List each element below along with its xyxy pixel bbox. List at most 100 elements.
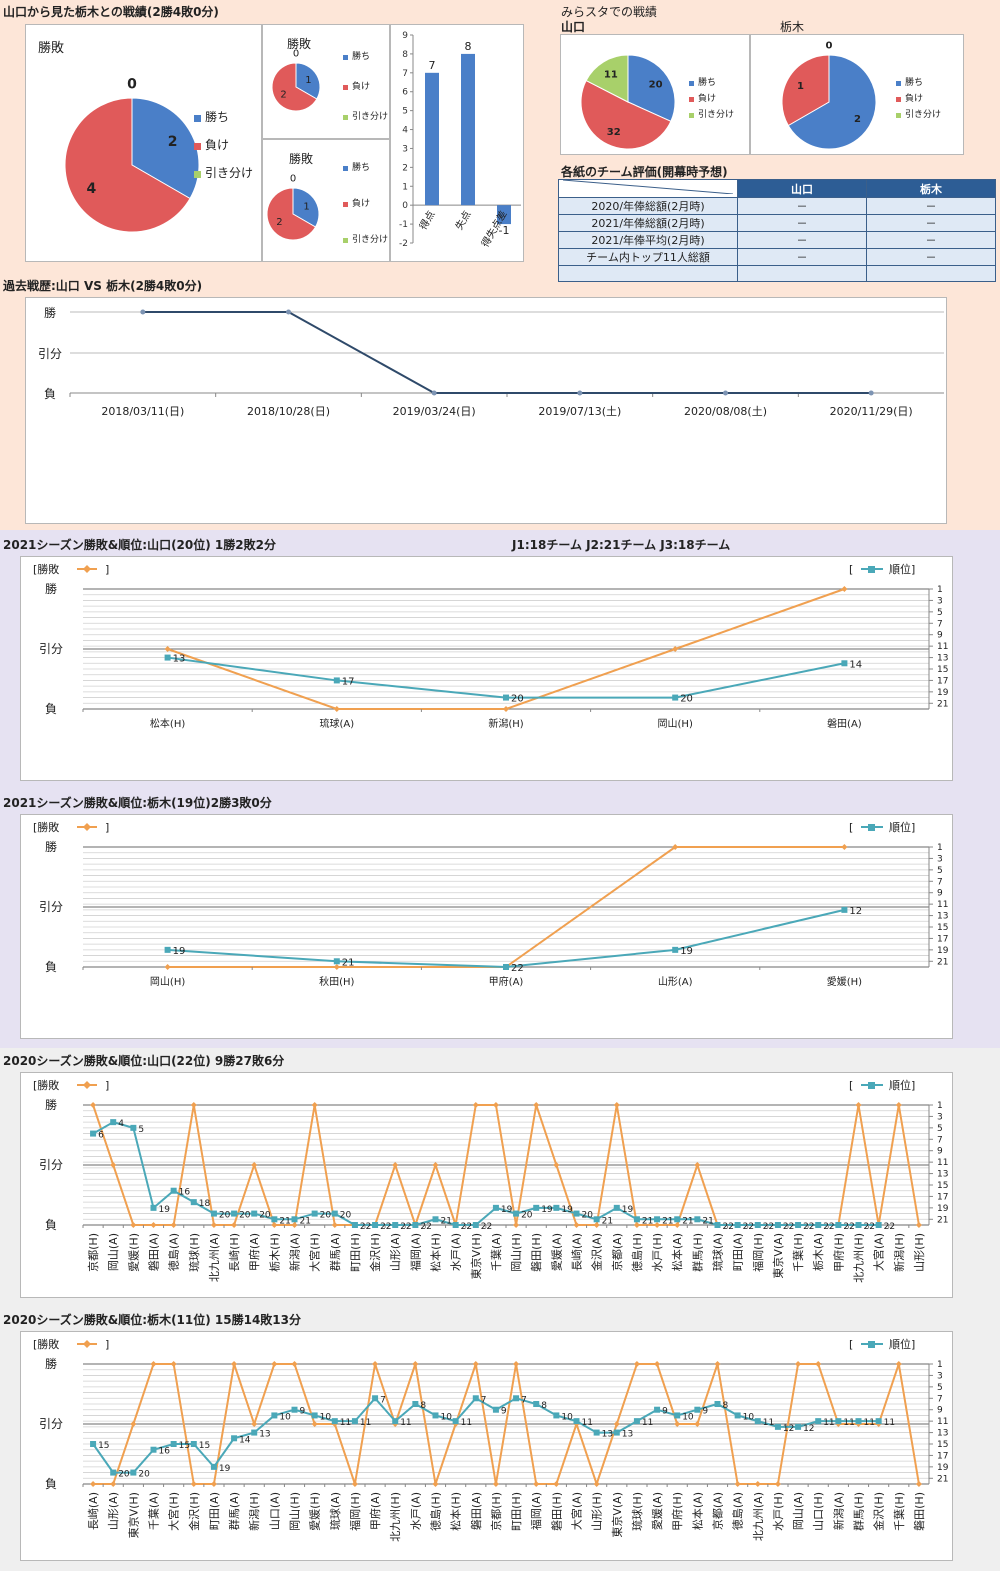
rank-value-label: 11 [582,1418,593,1428]
rank-tick-label: 5 [937,608,943,618]
result-point [841,844,848,850]
x-category-label: 山形(H) [913,1233,926,1272]
rank-value-label: 22 [763,1222,774,1232]
rank-point [110,1119,117,1126]
section3-title: 2021シーズン勝敗&順位:山口(20位) 1勝2敗2分 [3,538,276,552]
rank-value-label: 22 [743,1222,754,1232]
result-legend-label: [勝敗 [33,820,59,834]
rank-value-label: 16 [179,1188,191,1198]
rank-point [754,1418,761,1425]
rank-point [492,1406,499,1413]
bar-得点 [425,72,439,206]
rank-value-label: 7 [380,1395,386,1405]
result-point [533,1102,540,1108]
rank-legend-marker [868,1082,875,1089]
x-category-label: 千葉(A) [489,1233,503,1271]
result-point [110,1162,117,1168]
section4-title: 2021シーズン勝敗&順位:栃木(19位)2勝3敗0分 [3,796,272,810]
rank-point [815,1222,822,1228]
eval-cell [866,265,996,282]
x-category-label: 東京V(H) [126,1492,140,1538]
result-point [333,964,340,970]
mirasuta-right-label: 栃木 [780,20,805,34]
bar-y-tick-label: 8 [402,50,408,60]
rank-value-label: 14 [849,659,862,670]
rank-value-label: 22 [783,1222,794,1232]
rank-point [333,677,340,684]
legend-label: 勝ち [352,50,370,62]
bar-y-tick-label: 9 [402,31,408,41]
x-category-label: 松本(A) [690,1492,704,1530]
legend-label: 勝ち [905,76,923,88]
rank-point [513,1210,520,1217]
section6-title: 2020シーズン勝敗&順位:栃木(11位) 15勝14敗13分 [3,1313,302,1327]
rank-point [835,1418,842,1425]
y-label-loss: 負 [45,1477,57,1491]
rank-value-label: 5 [138,1125,144,1135]
eval-cell: － [737,214,867,232]
bar-panel: -2 -1 0 1 2 3 4 5 6 7 8 9 7 得点 8 失点 -1 得失点差 [390,24,524,262]
result-legend-marker [83,1081,91,1089]
x-category-label: 岡山(H) [510,1233,523,1272]
rank-tick-label: 7 [937,877,943,887]
x-category-label: 琉球(A) [711,1233,725,1271]
rank-value-label: 11 [360,1418,371,1428]
rank-value-label: 8 [723,1401,729,1411]
result-point [633,1222,640,1228]
x-category-label: 長崎(A) [570,1233,584,1271]
result-point [895,1361,902,1367]
result-legend-label: [勝敗 [33,1078,59,1092]
rank-value-label: 20 [239,1211,251,1221]
pie-value-label: 0 [293,48,299,59]
rank-value-label: 6 [98,1131,104,1141]
result-point [150,1222,157,1228]
result-point [170,1222,177,1228]
history-line [142,311,872,394]
rank-value-label: 14 [239,1435,251,1445]
rank-point [795,1423,802,1430]
bar-category-label: 失点 [452,208,473,232]
rank-legend-open: [ [849,1079,853,1092]
result-point [90,1481,97,1487]
rank-point [392,1222,399,1228]
history-y-label: 勝 [44,305,56,320]
result-point [855,1102,862,1108]
rank-value-label: 19 [219,1464,231,1474]
x-category-label: 京都(H) [86,1233,100,1272]
x-category-label: 徳島(H) [630,1233,644,1272]
pie-slice-負け [266,187,317,241]
rank-point [593,1216,600,1223]
result-point [503,706,509,712]
rank-point [130,1469,137,1476]
rank-point [452,1418,459,1425]
rank-value-label: 4 [118,1119,124,1129]
x-category-label: 町田(H) [349,1233,362,1272]
result-point [472,1361,479,1367]
eval-table-title: 各紙のチーム評価(開幕時予想) [561,165,728,179]
rank-legend-label: 順位] [889,820,915,834]
x-category-label: 北九州(A) [208,1233,221,1282]
pie-panel-main: 勝敗 2 4 0 勝ち 負け 引き分け [25,24,262,262]
rank-value-label: 22 [723,1222,734,1232]
rank-point [573,1418,580,1425]
rank-point [412,1222,419,1228]
result-point [190,1102,197,1108]
bar-category-label: 得点 [417,209,437,232]
rank-point [633,1418,640,1425]
result-point [654,1361,661,1367]
eval-cell: － [866,248,996,266]
rank-value-label: 19 [173,946,186,957]
rank-point [694,1216,701,1223]
rank-point [654,1216,661,1223]
eval-col-tochigi: 栃木 [866,179,996,198]
x-category-label: 福岡(H) [751,1233,765,1272]
rank-value-label: 20 [680,694,693,705]
rank-tick-label: 15 [937,923,948,933]
x-category-label: 北九州(H) [853,1233,866,1283]
eval-cell: － [737,197,867,215]
x-category-label: 琉球(H) [187,1233,201,1272]
result-point [90,1102,97,1108]
rank-value-label: 22 [380,1222,391,1232]
